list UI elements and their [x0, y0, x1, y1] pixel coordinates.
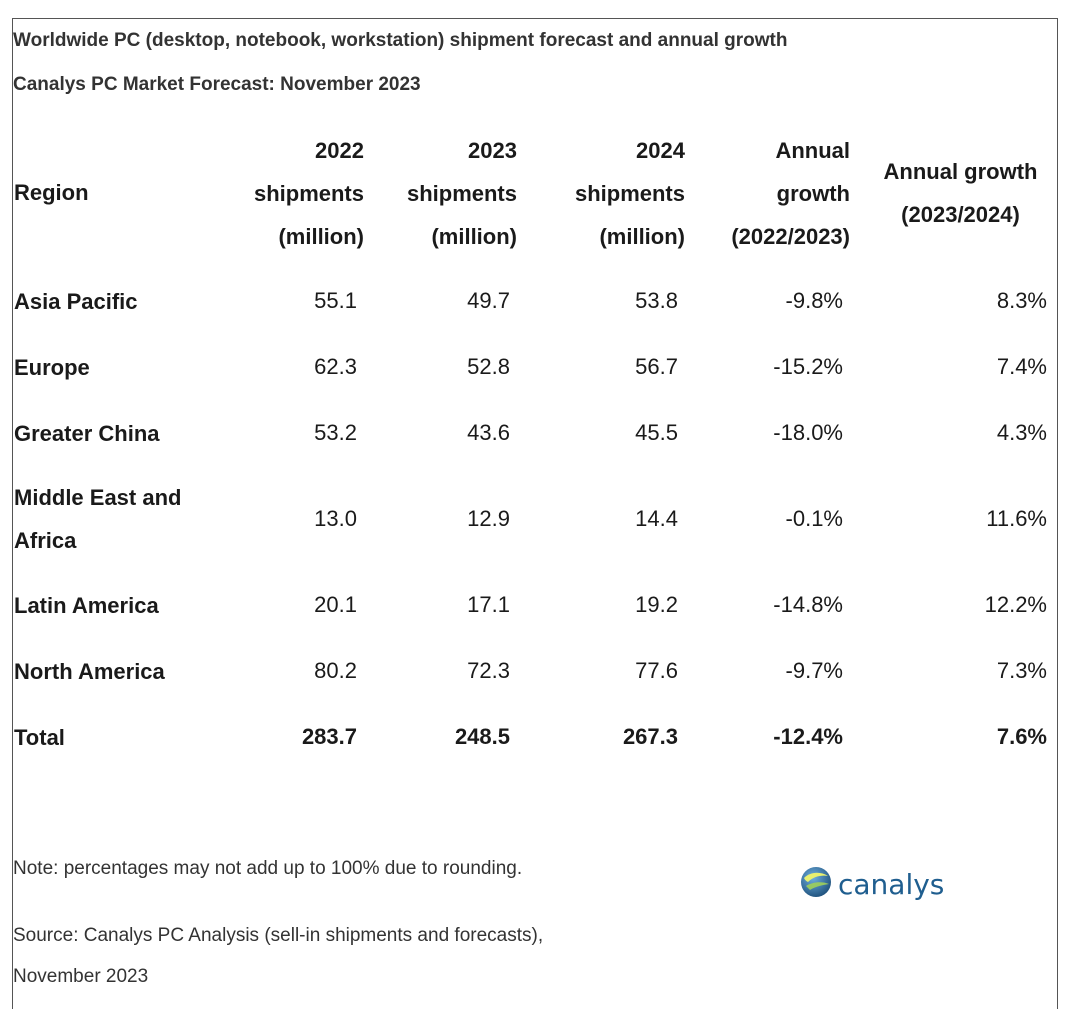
row-label-line: Africa	[14, 528, 77, 553]
header-line: (million)	[599, 224, 685, 249]
table-cell: 62.3	[314, 354, 357, 379]
header-growth-2023-2024: Annual growth (2023/2024)	[868, 150, 1053, 236]
table-cell: 248.5	[454, 724, 510, 749]
table-cell: 267.3	[622, 724, 678, 749]
globe-icon	[800, 866, 832, 903]
table-cell: 49.7	[467, 288, 510, 313]
table-cell: 7.3%	[996, 658, 1047, 683]
header-line: shipments	[574, 181, 685, 206]
table-cell: 14.4	[635, 506, 678, 531]
table-cell: 283.7	[301, 724, 357, 749]
table-cell: 12.9	[467, 506, 510, 531]
table-title: Worldwide PC (desktop, notebook, worksta…	[13, 30, 788, 51]
canalys-logo: canalys	[800, 866, 944, 903]
table-cell: -18.0%	[773, 420, 843, 445]
logo-wordmark: canalys	[838, 868, 945, 901]
header-line: (2022/2023)	[731, 224, 850, 249]
header-line: shipments	[253, 181, 364, 206]
header-line: 2023	[468, 138, 517, 163]
table-cell: -9.7%	[785, 658, 843, 683]
table-cell: 19.2	[635, 592, 678, 617]
table-cell: 52.8	[467, 354, 510, 379]
row-label: North America	[14, 650, 165, 693]
row-label-line: Total	[14, 724, 65, 750]
table-cell: 8.3%	[996, 288, 1047, 313]
header-line: 2022	[315, 138, 364, 163]
table-cell: 72.3	[467, 658, 510, 683]
header-line: (2023/2024)	[901, 202, 1020, 227]
source-text: Source: Canalys PC Analysis (sell-in shi…	[13, 925, 544, 946]
header-region: Region	[14, 171, 89, 214]
header-line: shipments	[406, 181, 517, 206]
table-cell: 7.4%	[996, 354, 1047, 379]
table-cell: 45.5	[635, 420, 678, 445]
table-cell: 11.6%	[986, 506, 1047, 531]
header-growth-2022-2023: Annual growth (2022/2023)	[700, 129, 850, 258]
row-label-line: Latin America	[14, 592, 159, 618]
row-label-line: Greater China	[14, 420, 160, 446]
table-cell: 56.7	[635, 354, 678, 379]
table-cell: -9.8%	[785, 288, 843, 313]
table-cell: 4.3%	[996, 420, 1047, 445]
header-line: growth	[776, 181, 850, 206]
table-cell: -15.2%	[773, 354, 843, 379]
table-cell: -0.1%	[785, 506, 843, 531]
header-2024: 2024 shipments (million)	[551, 129, 685, 258]
header-line: Annual	[775, 138, 850, 163]
row-label: Greater China	[14, 412, 160, 455]
header-2023: 2023 shipments (million)	[383, 129, 517, 258]
table-subtitle: Canalys PC Market Forecast: November 202…	[13, 74, 421, 95]
row-label-line: North America	[14, 658, 165, 684]
row-label: Middle East and Africa	[14, 476, 181, 562]
table-cell: 7.6%	[996, 724, 1047, 749]
table-cell: 12.2%	[984, 592, 1047, 617]
table-cell: 13.0	[314, 506, 357, 531]
table-cell: 53.2	[314, 420, 357, 445]
row-label: Total	[14, 716, 65, 759]
header-line: 2024	[636, 138, 685, 163]
header-line: Annual growth	[883, 159, 1038, 184]
table-cell: 77.6	[635, 658, 678, 683]
row-label: Latin America	[14, 584, 159, 627]
table-cell: 43.6	[467, 420, 510, 445]
header-2022: 2022 shipments (million)	[230, 129, 364, 258]
header-line: (million)	[278, 224, 364, 249]
header-line: (million)	[431, 224, 517, 249]
header-region-line: Region	[14, 180, 89, 205]
row-label-line: Middle East and	[14, 485, 182, 510]
table-cell: 55.1	[314, 288, 357, 313]
row-label: Asia Pacific	[14, 280, 138, 323]
source-date: November 2023	[13, 966, 149, 987]
table-cell: 20.1	[314, 592, 357, 617]
table-cell: -14.8%	[773, 592, 843, 617]
row-label: Europe	[14, 346, 90, 389]
table-cell: 17.1	[467, 592, 510, 617]
table-cell: 80.2	[314, 658, 357, 683]
table-frame	[12, 18, 1058, 1009]
table-cell: 53.8	[635, 288, 678, 313]
note-text: Note: percentages may not add up to 100%…	[13, 858, 523, 879]
table-cell: -12.4%	[773, 724, 843, 749]
row-label-line: Asia Pacific	[14, 288, 138, 314]
row-label-line: Europe	[14, 354, 90, 380]
